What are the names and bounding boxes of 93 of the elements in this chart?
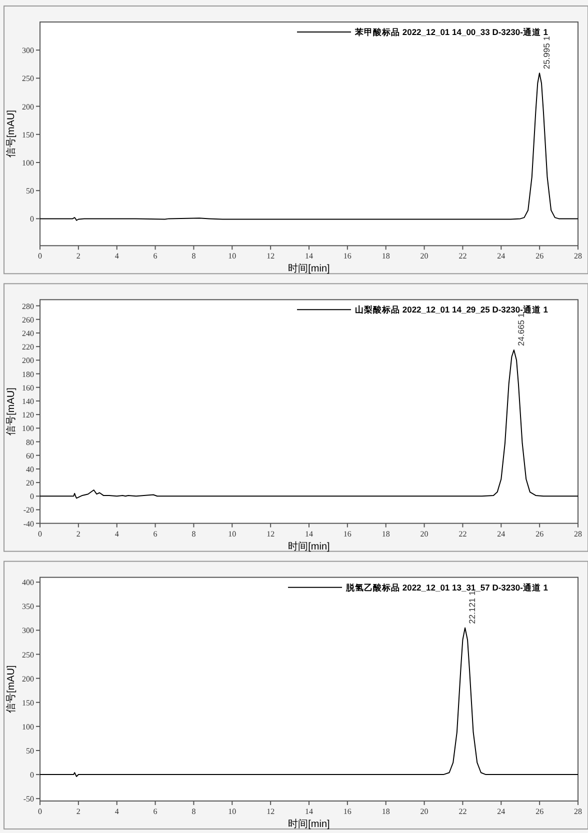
x-tick-label: 18 <box>382 807 390 816</box>
text: 苯甲酸标品 2022_12_01 14_00_33 D-3230-通道 1 <box>354 27 548 37</box>
x-tick-label: 4 <box>114 252 119 261</box>
y-tick-label: 0 <box>30 214 34 224</box>
y-tick-label: -50 <box>23 794 34 804</box>
x-tick-label: 8 <box>192 807 196 816</box>
x-axis-title: 时间[min] <box>288 818 330 830</box>
y-tick-label: 350 <box>22 602 34 612</box>
x-tick-label: 10 <box>228 807 236 816</box>
x-tick-label: 20 <box>420 529 428 538</box>
x-tick-label: 12 <box>266 807 275 816</box>
annotation: 24.665 1 <box>516 312 526 346</box>
y-tick-label: -40 <box>23 519 34 528</box>
x-tick-label: 14 <box>305 252 313 261</box>
x-tick-label: 28 <box>574 252 582 261</box>
y-tick-label: 120 <box>22 410 34 420</box>
x-tick-label: 20 <box>420 807 428 816</box>
x-axis-title: 时间[min] <box>288 540 330 552</box>
x-tick-label: 14 <box>305 807 313 816</box>
y-tick-label: 0 <box>30 492 34 502</box>
y-tick-label: 80 <box>26 438 34 447</box>
x-tick-label: 4 <box>114 529 119 538</box>
y-tick-label: 50 <box>26 186 34 196</box>
x-tick-label: 12 <box>266 529 275 538</box>
x-tick-label: 0 <box>38 529 42 538</box>
x-tick-label: 16 <box>343 252 352 261</box>
y-tick-label: 100 <box>22 158 34 168</box>
x-tick-label: 12 <box>266 252 275 261</box>
line-series <box>40 72 578 221</box>
y-tick-label: 300 <box>22 46 34 56</box>
x-axis-title: 时间[min] <box>288 262 330 275</box>
x-tick-label: 22 <box>458 529 467 538</box>
x-tick-label: 26 <box>536 529 544 538</box>
x-tick-label: 14 <box>305 529 313 538</box>
y-tick-label: 240 <box>22 328 34 338</box>
y-tick-label: 250 <box>22 650 34 660</box>
y-tick-label: -20 <box>23 506 34 515</box>
y-axis-title: 信号[mAU] <box>5 110 17 158</box>
y-tick-label: 150 <box>22 130 34 140</box>
y-tick-label: 160 <box>22 383 34 392</box>
y-tick-label: 220 <box>22 342 34 352</box>
x-tick-label: 18 <box>382 529 390 538</box>
y-tick-label: 200 <box>22 102 34 112</box>
y-tick-label: 0 <box>30 770 34 780</box>
x-tick-label: 28 <box>574 529 582 538</box>
y-tick-label: 200 <box>22 674 34 684</box>
x-tick-label: 22 <box>458 807 467 816</box>
x-tick-label: 18 <box>382 252 390 261</box>
x-tick-label: 8 <box>192 252 196 261</box>
x-tick-label: 2 <box>76 252 80 261</box>
y-tick-label: 180 <box>22 370 34 379</box>
x-tick-label: 26 <box>536 252 544 261</box>
x-tick-label: 2 <box>76 529 80 538</box>
y-axis-title: 信号[mAU] <box>5 665 17 714</box>
x-tick-label: 24 <box>497 529 506 538</box>
x-tick-label: 6 <box>153 807 158 816</box>
x-tick-label: 20 <box>420 252 428 261</box>
y-tick-label: 100 <box>22 424 34 434</box>
x-tick-label: 28 <box>574 807 582 816</box>
x-tick-label: 0 <box>38 252 42 261</box>
y-tick-label: 280 <box>22 302 34 311</box>
x-tick-label: 24 <box>497 252 506 261</box>
y-tick-label: 400 <box>22 578 34 588</box>
y-tick-label: 300 <box>22 626 34 636</box>
x-tick-label: 10 <box>228 252 236 261</box>
y-tick-label: 260 <box>22 315 34 324</box>
x-tick-label: 16 <box>343 807 352 816</box>
y-tick-label: 140 <box>22 396 34 406</box>
y-tick-label: 20 <box>26 478 34 488</box>
x-tick-label: 22 <box>458 252 467 261</box>
y-tick-label: 200 <box>22 356 34 366</box>
x-tick-label: 26 <box>536 807 544 816</box>
y-axis-title: 信号[mAU] <box>5 387 17 436</box>
y-tick-label: 50 <box>26 746 34 756</box>
x-tick-label: 10 <box>228 529 236 538</box>
y-tick-label: 150 <box>22 698 34 708</box>
x-tick-label: 24 <box>497 807 506 816</box>
x-tick-label: 6 <box>153 252 158 261</box>
y-tick-label: 40 <box>26 464 34 474</box>
x-tick-label: 8 <box>192 529 196 538</box>
x-tick-label: 6 <box>153 529 158 538</box>
x-tick-label: 0 <box>38 807 42 816</box>
annotation: 22.121 1 <box>467 590 478 624</box>
y-tick-label: 60 <box>26 451 34 460</box>
line-series <box>40 627 578 777</box>
y-tick-label: 250 <box>22 74 34 84</box>
x-tick-label: 16 <box>343 529 352 538</box>
line-series <box>40 349 578 499</box>
x-tick-label: 4 <box>114 807 119 816</box>
x-tick-label: 2 <box>76 807 80 816</box>
y-tick-label: 100 <box>22 722 34 732</box>
annotation: 25.995 1 <box>541 36 552 70</box>
text: 脱氢乙酸标品 2022_12_01 13_31_57 D-3230-通道 1 <box>345 582 548 592</box>
